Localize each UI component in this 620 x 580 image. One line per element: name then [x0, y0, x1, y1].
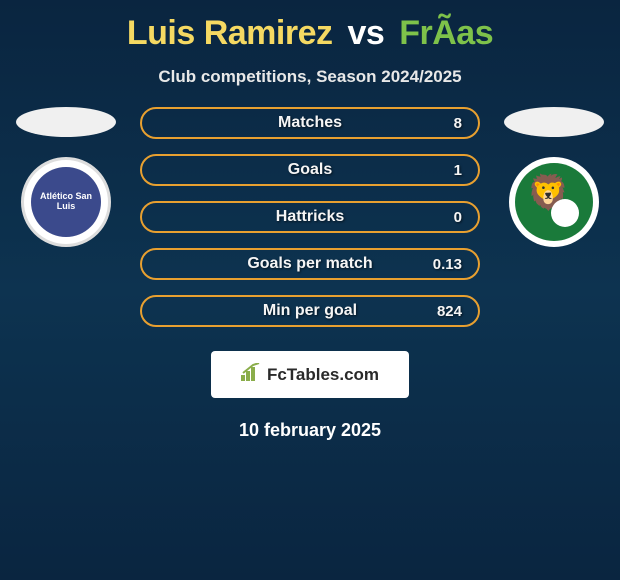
- team-right-logo: 🦁: [509, 157, 599, 247]
- page-container: Luis Ramirez vs FrÃ­as Club competitions…: [0, 0, 620, 449]
- left-side: Atlético San Luis: [6, 107, 126, 247]
- date: 10 february 2025: [239, 420, 381, 441]
- team-left-logo: Atlético San Luis: [21, 157, 111, 247]
- stat-row-gpm: Goals per match 0.13: [140, 248, 480, 280]
- page-title: Luis Ramirez vs FrÃ­as: [127, 14, 493, 53]
- stat-right-value: 824: [432, 303, 462, 320]
- watermark-text: FcTables.com: [267, 365, 379, 385]
- stats-list: Matches 8 Goals 1 Hattricks 0 Goals per …: [126, 107, 494, 327]
- stat-label: Hattricks: [276, 208, 344, 226]
- vs-text: vs: [347, 14, 384, 52]
- stat-right-value: 0.13: [432, 256, 462, 273]
- stat-right-value: 0: [432, 209, 462, 226]
- player1-name: Luis Ramirez: [127, 14, 333, 52]
- stat-row-goals: Goals 1: [140, 154, 480, 186]
- stat-right-value: 1: [432, 162, 462, 179]
- team-left-logo-inner: Atlético San Luis: [31, 167, 101, 237]
- right-side: 🦁: [494, 107, 614, 247]
- team-right-logo-inner: 🦁: [515, 163, 593, 241]
- player2-name: FrÃ­as: [399, 14, 493, 52]
- stat-label: Min per goal: [263, 302, 357, 320]
- subtitle: Club competitions, Season 2024/2025: [158, 67, 461, 87]
- ball-icon: [551, 199, 579, 227]
- left-ellipse: [16, 107, 116, 137]
- stat-label: Goals per match: [247, 255, 372, 273]
- stat-row-mpg: Min per goal 824: [140, 295, 480, 327]
- stat-right-value: 8: [432, 115, 462, 132]
- content-row: Atlético San Luis Matches 8 Goals 1 Hatt…: [0, 107, 620, 327]
- watermark: FcTables.com: [211, 351, 409, 398]
- stat-row-matches: Matches 8: [140, 107, 480, 139]
- stat-label: Matches: [278, 114, 342, 132]
- stat-row-hattricks: Hattricks 0: [140, 201, 480, 233]
- stat-label: Goals: [288, 161, 332, 179]
- right-ellipse: [504, 107, 604, 137]
- chart-icon: [241, 363, 261, 386]
